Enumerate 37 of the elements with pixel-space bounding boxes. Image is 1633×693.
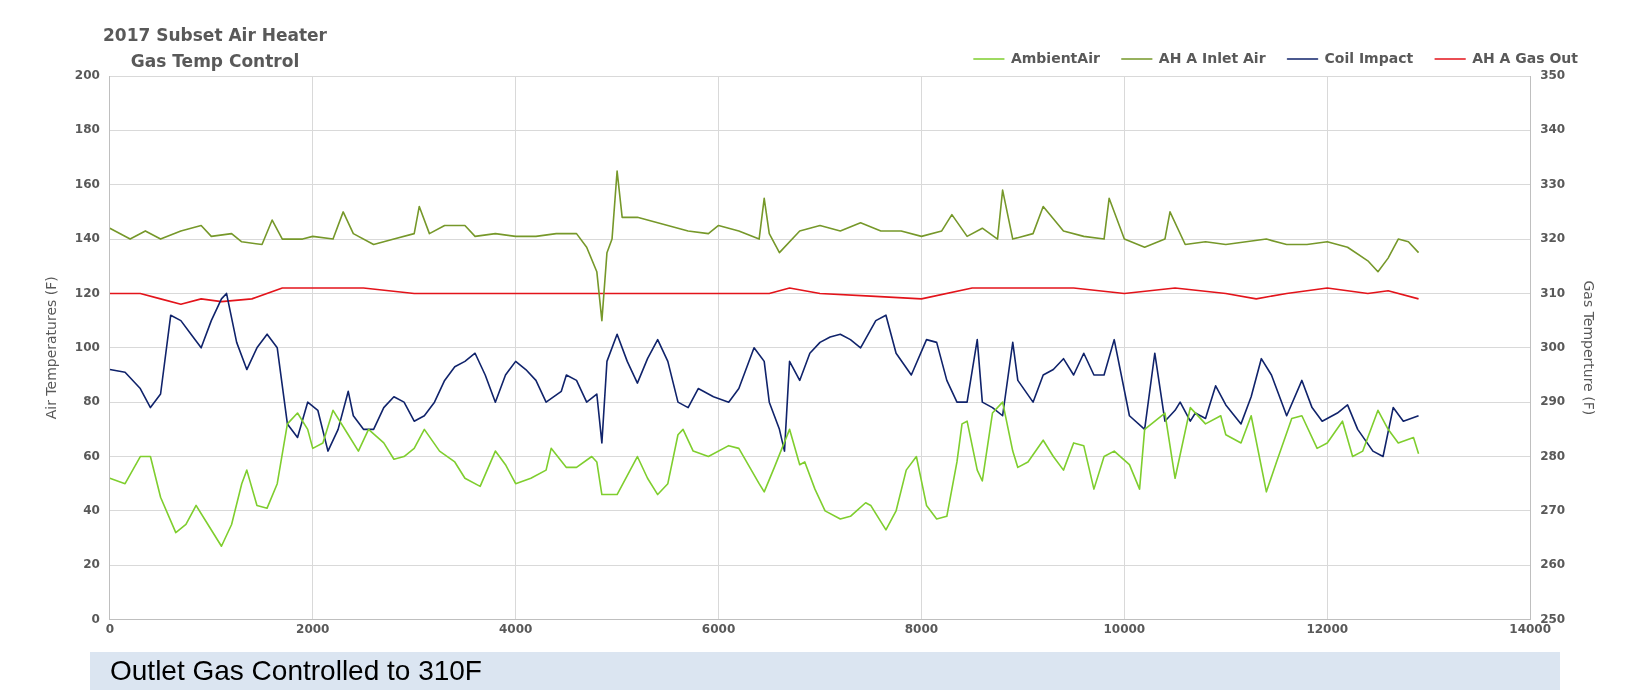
y-tick-label: 80 [83, 394, 100, 409]
y-axis-title: Air Temperatures (F) [43, 276, 60, 420]
x-tick-label: 4000 [498, 621, 533, 636]
y2-tick-label: 330 [1540, 176, 1566, 191]
x-tick-label: 10000 [1103, 621, 1146, 636]
y-tick-label: 140 [74, 231, 100, 246]
y-tick-label: 0 [91, 611, 100, 626]
x-tick-label: 12000 [1306, 621, 1349, 636]
x-tick-label: 0 [105, 621, 115, 636]
legend-label: Coil Impact [1324, 49, 1414, 66]
y2-tick-label: 280 [1540, 448, 1566, 463]
text: Outlet Gas Controlled to 310F [90, 652, 1560, 690]
y2-tick-label: 300 [1540, 339, 1566, 354]
chart-title: 2017 Subset Air Heater Gas Temp Control [103, 25, 327, 71]
y-tick-label: 160 [74, 176, 100, 191]
y2-tick-label: 270 [1540, 503, 1566, 518]
y-tick-label: 40 [83, 503, 100, 518]
legend-label: AmbientAir [1010, 49, 1100, 66]
y2-tick-label: 320 [1540, 231, 1566, 246]
y-tick-label: 20 [83, 557, 100, 572]
x-tick-label: 2000 [296, 621, 330, 636]
y2-tick-label: 310 [1540, 285, 1566, 300]
x-tick-label: 8000 [904, 621, 939, 636]
y-tick-label: 60 [83, 448, 100, 463]
y2-tick-label: 340 [1540, 122, 1566, 137]
y2-tick-label: 260 [1540, 557, 1566, 572]
y-tick-label: 200 [74, 68, 100, 83]
y2-axis-title: Gas Temperture (F) [1580, 280, 1597, 416]
legend-label: AH A Gas Out [1472, 49, 1579, 66]
y2-tick-label: 290 [1540, 394, 1566, 409]
y-tick-label: 180 [74, 122, 100, 137]
y2-tick-label: 350 [1540, 68, 1566, 83]
y-tick-label: 100 [74, 339, 100, 354]
legend-label: AH A Inlet Air [1158, 49, 1266, 66]
x-tick-label: 14000 [1509, 621, 1552, 636]
y-tick-label: 120 [74, 285, 100, 300]
x-tick-label: 6000 [701, 621, 736, 636]
